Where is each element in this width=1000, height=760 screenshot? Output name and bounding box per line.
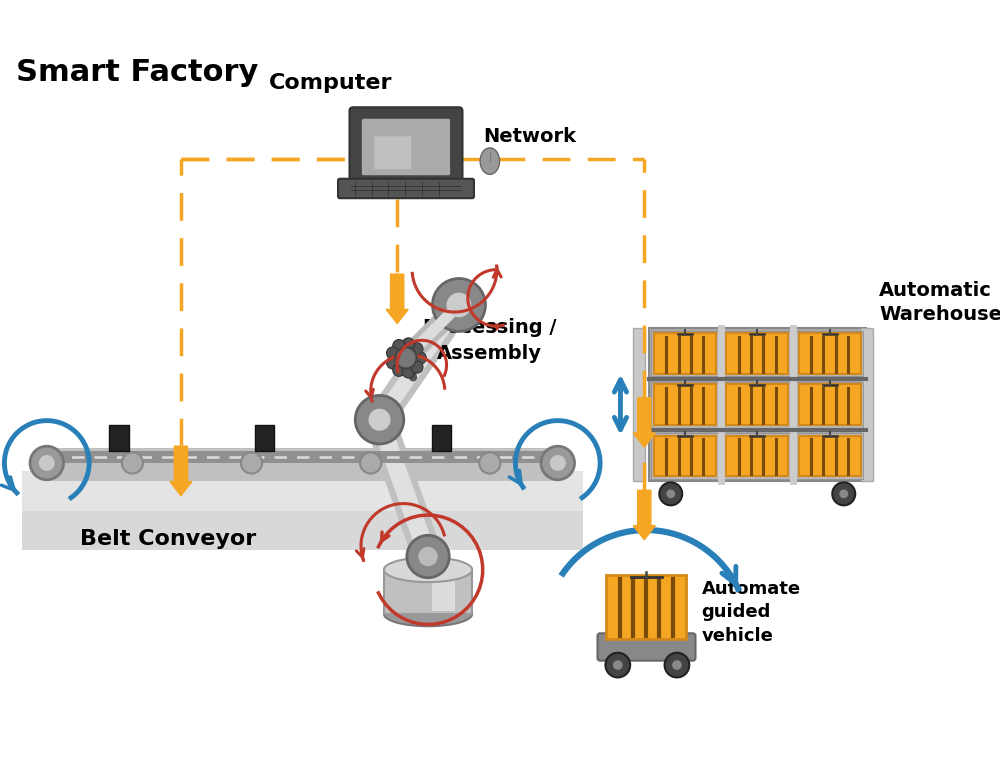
FancyArrow shape	[633, 490, 655, 540]
Text: Automatic
Warehouse: Automatic Warehouse	[879, 281, 1000, 324]
FancyBboxPatch shape	[47, 451, 558, 463]
Polygon shape	[22, 471, 583, 550]
FancyBboxPatch shape	[649, 328, 866, 482]
Ellipse shape	[368, 409, 391, 431]
Circle shape	[411, 343, 423, 355]
FancyArrow shape	[386, 274, 408, 324]
FancyBboxPatch shape	[338, 179, 474, 198]
FancyBboxPatch shape	[651, 382, 718, 428]
FancyBboxPatch shape	[724, 331, 791, 376]
FancyBboxPatch shape	[606, 575, 686, 638]
Ellipse shape	[122, 452, 143, 473]
FancyBboxPatch shape	[362, 119, 450, 176]
Ellipse shape	[665, 653, 689, 677]
FancyBboxPatch shape	[350, 107, 462, 185]
Ellipse shape	[672, 660, 682, 670]
FancyBboxPatch shape	[432, 572, 455, 611]
Circle shape	[393, 340, 405, 352]
FancyBboxPatch shape	[384, 570, 472, 614]
Text: Processing /
Assembly: Processing / Assembly	[423, 318, 557, 363]
Ellipse shape	[541, 446, 575, 480]
Text: Smart Factory: Smart Factory	[16, 58, 258, 87]
FancyBboxPatch shape	[799, 435, 861, 477]
FancyBboxPatch shape	[799, 333, 861, 374]
Ellipse shape	[384, 557, 472, 582]
FancyBboxPatch shape	[651, 433, 718, 479]
Circle shape	[402, 366, 415, 378]
FancyBboxPatch shape	[109, 425, 129, 451]
Circle shape	[387, 356, 399, 369]
Circle shape	[402, 338, 415, 350]
Ellipse shape	[659, 483, 682, 505]
Ellipse shape	[666, 489, 675, 499]
Ellipse shape	[605, 653, 630, 677]
Ellipse shape	[432, 278, 485, 331]
FancyBboxPatch shape	[651, 331, 718, 376]
Ellipse shape	[418, 546, 438, 566]
Ellipse shape	[832, 483, 855, 505]
Ellipse shape	[480, 148, 500, 174]
FancyBboxPatch shape	[654, 435, 716, 477]
Circle shape	[393, 364, 405, 376]
Circle shape	[395, 347, 417, 369]
Text: Automate
guided
vehicle: Automate guided vehicle	[702, 580, 801, 644]
Text: Belt Conveyor: Belt Conveyor	[80, 529, 256, 549]
Circle shape	[414, 352, 426, 364]
FancyBboxPatch shape	[724, 433, 791, 479]
FancyBboxPatch shape	[796, 382, 863, 428]
Ellipse shape	[355, 395, 404, 444]
Ellipse shape	[360, 452, 381, 473]
Text: Computer: Computer	[269, 73, 393, 93]
FancyBboxPatch shape	[726, 333, 788, 374]
Ellipse shape	[550, 455, 566, 471]
Ellipse shape	[39, 455, 55, 471]
FancyBboxPatch shape	[654, 385, 716, 425]
FancyBboxPatch shape	[374, 136, 411, 169]
FancyBboxPatch shape	[654, 333, 716, 374]
Text: Network: Network	[483, 127, 576, 146]
FancyBboxPatch shape	[598, 633, 695, 660]
Ellipse shape	[613, 660, 623, 670]
FancyBboxPatch shape	[861, 328, 873, 482]
Circle shape	[387, 347, 399, 359]
Circle shape	[411, 361, 423, 373]
Ellipse shape	[30, 446, 64, 480]
FancyBboxPatch shape	[633, 328, 645, 482]
Ellipse shape	[407, 535, 449, 578]
FancyBboxPatch shape	[724, 382, 791, 428]
FancyArrow shape	[633, 397, 655, 447]
Ellipse shape	[384, 601, 472, 626]
FancyBboxPatch shape	[47, 448, 558, 480]
FancyBboxPatch shape	[255, 425, 274, 451]
FancyBboxPatch shape	[726, 435, 788, 477]
Ellipse shape	[479, 452, 500, 473]
FancyBboxPatch shape	[796, 433, 863, 479]
FancyArrow shape	[170, 446, 192, 496]
FancyBboxPatch shape	[799, 385, 861, 425]
Ellipse shape	[447, 293, 471, 318]
FancyBboxPatch shape	[796, 331, 863, 376]
Ellipse shape	[241, 452, 262, 473]
FancyBboxPatch shape	[432, 425, 451, 451]
Ellipse shape	[839, 489, 848, 499]
FancyBboxPatch shape	[726, 385, 788, 425]
Polygon shape	[22, 471, 583, 511]
